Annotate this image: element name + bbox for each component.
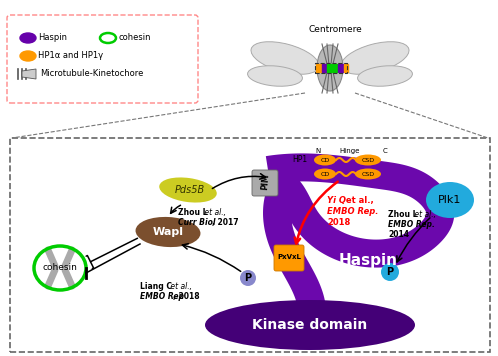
Bar — [327, 64, 332, 72]
Ellipse shape — [314, 168, 336, 179]
Ellipse shape — [355, 155, 381, 166]
Text: 2014: 2014 — [388, 230, 409, 239]
Text: Yi Q: Yi Q — [327, 196, 346, 205]
Text: CSD: CSD — [362, 157, 374, 162]
Polygon shape — [263, 153, 454, 334]
Ellipse shape — [159, 177, 217, 203]
Text: et al.,: et al., — [412, 210, 436, 219]
Ellipse shape — [20, 51, 36, 61]
Text: HP1α and HP1γ: HP1α and HP1γ — [38, 52, 103, 61]
Ellipse shape — [205, 300, 415, 350]
Ellipse shape — [248, 66, 302, 86]
FancyBboxPatch shape — [7, 15, 198, 103]
FancyBboxPatch shape — [252, 170, 278, 196]
Text: Plk1: Plk1 — [438, 195, 462, 205]
Text: Microtubule-Kinetochore: Microtubule-Kinetochore — [40, 69, 143, 79]
Text: , 2017: , 2017 — [212, 218, 239, 227]
Text: Centromere: Centromere — [308, 25, 362, 34]
Text: EMBO Rep.: EMBO Rep. — [388, 220, 435, 229]
Ellipse shape — [135, 217, 201, 247]
Text: cohesin: cohesin — [42, 263, 77, 272]
Text: Pds5B: Pds5B — [175, 185, 205, 195]
Text: EMBO Rep.: EMBO Rep. — [327, 207, 378, 216]
Text: Zhou L: Zhou L — [178, 208, 208, 217]
Circle shape — [381, 263, 399, 281]
Ellipse shape — [355, 168, 381, 179]
Text: C: C — [382, 148, 387, 154]
Text: Curr Biol: Curr Biol — [178, 218, 216, 227]
Text: Liang C: Liang C — [140, 282, 172, 291]
Text: Zhou L: Zhou L — [388, 210, 417, 219]
Text: Wapl: Wapl — [152, 227, 183, 237]
Ellipse shape — [100, 33, 116, 43]
Text: Hinge: Hinge — [340, 148, 360, 154]
Bar — [315, 63, 347, 73]
Circle shape — [240, 270, 256, 286]
Bar — [316, 64, 321, 72]
Text: Kinase domain: Kinase domain — [252, 318, 368, 332]
Bar — [333, 64, 337, 72]
Text: PxVxL: PxVxL — [277, 254, 301, 260]
Text: Haspin: Haspin — [339, 252, 397, 267]
Text: CD: CD — [320, 172, 330, 177]
Text: N: N — [315, 148, 321, 154]
Text: HP1: HP1 — [292, 156, 307, 164]
Text: , 2018: , 2018 — [173, 292, 200, 301]
Text: et al.,: et al., — [202, 208, 226, 217]
Text: PIM: PIM — [260, 173, 270, 190]
Text: P: P — [245, 273, 251, 283]
Ellipse shape — [314, 155, 336, 166]
Text: 2018: 2018 — [327, 218, 350, 227]
Ellipse shape — [251, 42, 319, 74]
Ellipse shape — [358, 66, 412, 86]
Text: et al.,: et al., — [343, 196, 374, 205]
Text: Haspin: Haspin — [38, 33, 67, 42]
Bar — [322, 64, 326, 72]
Text: cohesin: cohesin — [118, 33, 150, 42]
FancyBboxPatch shape — [10, 138, 490, 352]
Text: P: P — [386, 267, 393, 277]
Text: EMBO Rep: EMBO Rep — [140, 292, 184, 301]
Ellipse shape — [341, 42, 409, 74]
Text: CD: CD — [320, 157, 330, 162]
FancyBboxPatch shape — [274, 245, 304, 271]
Ellipse shape — [317, 45, 343, 91]
Ellipse shape — [426, 182, 474, 218]
Ellipse shape — [20, 33, 36, 43]
Bar — [338, 64, 343, 72]
Polygon shape — [22, 69, 36, 79]
Text: et al.,: et al., — [168, 282, 192, 291]
Text: CSD: CSD — [362, 172, 374, 177]
Bar — [344, 64, 348, 72]
